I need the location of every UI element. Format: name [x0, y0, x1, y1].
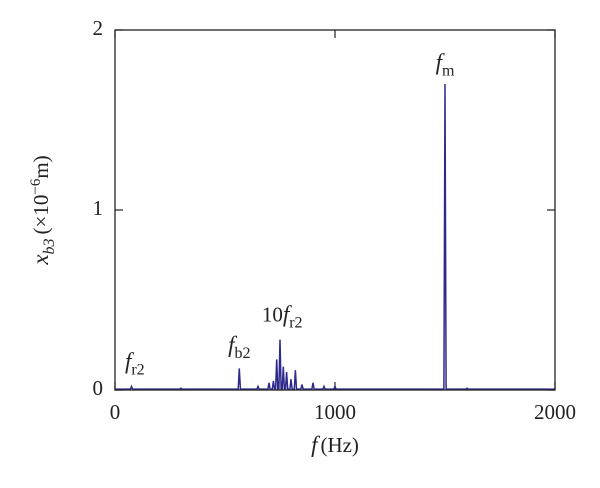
y-label-symbol: x: [28, 254, 53, 266]
y-tick-label: 0: [93, 376, 104, 400]
y-tick-label: 1: [93, 196, 104, 220]
x-label-symbol: f: [311, 432, 321, 457]
annotation: fb2: [228, 332, 250, 362]
annotation-symbol: f: [436, 50, 446, 75]
annotation-sub: r2: [131, 361, 144, 378]
y-label-unit: m): [29, 155, 53, 178]
annotation-symbol: f: [125, 348, 135, 373]
x-axis-label: f (Hz): [311, 432, 359, 457]
annotation-symbol: f: [283, 302, 293, 327]
y-label-text: (×10: [29, 195, 53, 235]
y-axis-label: xb3 (×10−6m): [28, 155, 58, 265]
x-label-text: (Hz): [320, 433, 358, 457]
annotation-sub: r2: [289, 315, 302, 332]
annotation-sub: b2: [234, 345, 250, 362]
plot-frame: [114, 29, 556, 391]
annotation: fr2: [125, 348, 145, 378]
x-tick-label: 2000: [534, 400, 576, 424]
annotation-sub: m: [442, 63, 455, 80]
spectrum-line: [115, 83, 555, 390]
x-tick-label: 1000: [314, 400, 356, 424]
annotation: 10fr2: [262, 302, 303, 332]
x-tick-label: 0: [110, 400, 121, 424]
annotation: fm: [436, 50, 455, 80]
annotation-symbol: f: [228, 332, 238, 357]
y-label-sup: −6: [28, 178, 44, 194]
annotation-prefix: 10: [262, 303, 283, 327]
y-label-sub: b3: [41, 238, 58, 254]
y-tick-label: 2: [93, 16, 104, 40]
